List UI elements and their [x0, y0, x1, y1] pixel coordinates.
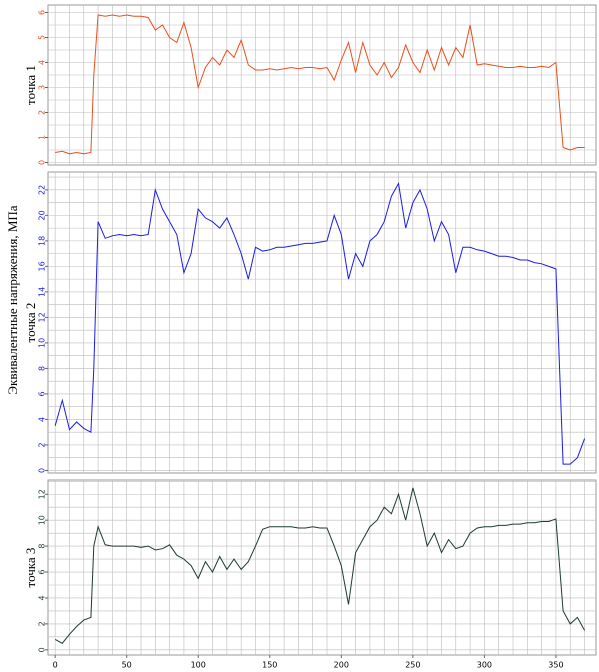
x-tick-label: 300	[477, 661, 492, 670]
y-axis-label: точка 1	[23, 65, 38, 105]
y-tick-label: 4	[38, 417, 47, 422]
x-tick-label: 350	[548, 661, 563, 670]
plot-area	[47, 479, 597, 656]
y-tick-label: 10	[38, 515, 47, 525]
y-tick-label: 2	[38, 442, 47, 447]
series-line	[55, 14, 585, 155]
y-tick-label: 2	[38, 621, 47, 626]
x-tick-label: 100	[191, 661, 206, 670]
y-tick-label: 16	[38, 261, 47, 271]
y-tick-label: 6	[38, 391, 47, 396]
plot-area	[47, 171, 597, 474]
y-tick-label: 3	[38, 85, 47, 90]
series-line	[54, 487, 586, 644]
y-tick-label: 18	[38, 236, 47, 246]
y-tick-label: 8	[38, 544, 47, 549]
x-tick-label: 150	[262, 661, 277, 670]
x-tick-label: 50	[122, 661, 132, 670]
y-tick-label: 20	[38, 210, 47, 220]
y-tick-label: 6	[38, 10, 47, 15]
x-tick-label: 250	[405, 661, 420, 670]
y-tick-label: 5	[38, 35, 47, 40]
y-tick-label: 4	[38, 60, 47, 65]
plot-area	[47, 4, 597, 166]
y-tick-label: 0	[38, 647, 47, 652]
y-tick-label: 4	[38, 595, 47, 600]
y-axis-label: точка 3	[23, 548, 38, 588]
series-line	[54, 182, 586, 465]
shared-y-label: Эквивалентные напряжения, МПа	[5, 205, 20, 394]
y-tick-label: 0	[38, 468, 47, 473]
x-tick-label: 0	[53, 661, 58, 670]
y-tick-label: 14	[38, 287, 47, 297]
y-tick-label: 8	[38, 366, 47, 371]
y-tick-label: 2	[38, 110, 47, 115]
y-axis-label: точка 2	[23, 303, 38, 343]
y-tick-label: 10	[38, 338, 47, 348]
y-tick-label: 12	[38, 312, 47, 322]
y-tick-label: 12	[38, 489, 47, 499]
y-tick-label: 22	[38, 185, 47, 195]
y-tick-label: 0	[38, 160, 47, 165]
x-tick-label: 200	[334, 661, 349, 670]
y-tick-label: 6	[38, 569, 47, 574]
y-tick-label: 1	[38, 135, 47, 140]
